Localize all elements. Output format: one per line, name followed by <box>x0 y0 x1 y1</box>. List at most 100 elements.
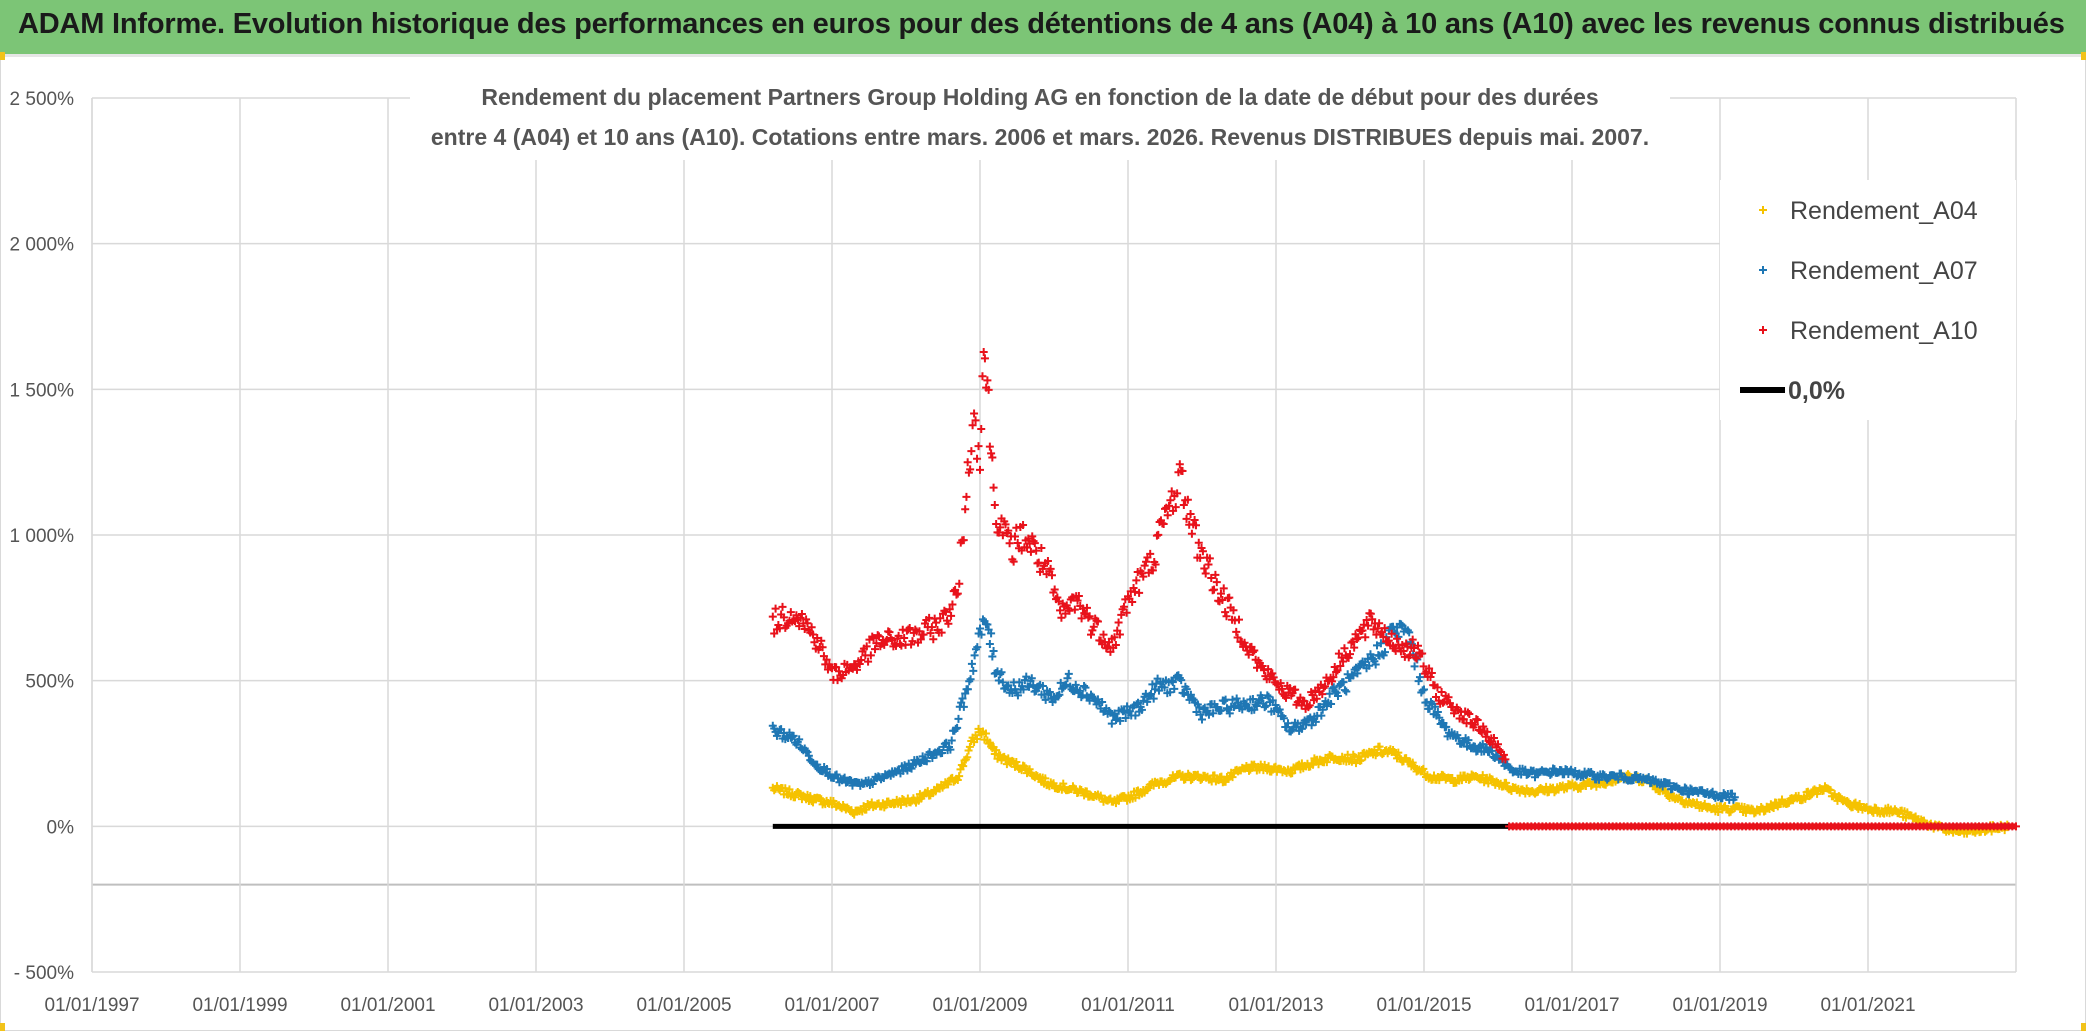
data-point <box>1175 460 1184 469</box>
corner-mark <box>0 52 5 60</box>
data-point <box>965 742 974 751</box>
data-point <box>1183 495 1192 504</box>
data-point <box>983 620 992 629</box>
data-point <box>1140 561 1149 570</box>
data-point <box>1129 583 1138 592</box>
data-point <box>1198 715 1206 724</box>
data-point <box>834 667 843 676</box>
data-point <box>1008 756 1017 765</box>
legend-label: Rendement_A07 <box>1790 257 1978 285</box>
data-point <box>1232 627 1241 636</box>
x-tick-label: 01/01/2021 <box>1820 995 1915 1016</box>
legend-marker-swatch <box>1759 206 1767 214</box>
y-tick-label: 2 500% <box>10 89 75 110</box>
data-point <box>946 745 955 754</box>
axis-labels: - 500% 0% 500% 1 000% 1 500% 2 000% 2 500% 01/0… <box>10 89 1916 1016</box>
data-point <box>1160 683 1169 692</box>
y-tick-label: 2 000% <box>10 235 75 256</box>
data-point <box>1149 694 1158 703</box>
data-point <box>810 638 819 647</box>
data-point <box>791 793 799 802</box>
data-point <box>1186 690 1195 699</box>
data-point <box>1245 766 1254 775</box>
data-point <box>1425 704 1434 713</box>
series-layer <box>768 348 2020 838</box>
x-tick-label: 01/01/1999 <box>192 995 287 1016</box>
data-point <box>768 612 777 621</box>
data-point <box>1220 696 1229 705</box>
data-point <box>1163 511 1172 520</box>
data-point <box>1093 617 1102 626</box>
data-point <box>862 805 871 814</box>
data-point <box>1502 778 1511 787</box>
data-point <box>961 689 970 698</box>
data-point <box>1268 696 1277 705</box>
data-point <box>1198 547 1207 556</box>
data-point <box>1398 640 1407 649</box>
data-point <box>1013 539 1022 548</box>
data-point <box>1250 646 1259 655</box>
data-point <box>871 645 880 654</box>
data-point <box>1339 678 1348 687</box>
data-point <box>796 613 805 622</box>
data-point <box>1431 702 1440 711</box>
data-point <box>1297 724 1306 733</box>
data-point <box>1408 635 1417 644</box>
data-point <box>1022 672 1031 681</box>
data-point <box>1229 702 1238 711</box>
data-point <box>1347 638 1356 647</box>
data-point <box>1414 677 1423 686</box>
data-point <box>1417 766 1426 775</box>
data-point <box>1111 640 1120 649</box>
data-point <box>822 655 831 664</box>
data-point <box>1029 681 1038 690</box>
data-point <box>1229 606 1238 615</box>
data-point <box>855 660 864 669</box>
data-point <box>1010 532 1019 541</box>
data-point <box>1465 709 1474 718</box>
data-point <box>1278 684 1287 693</box>
data-point <box>942 738 951 747</box>
data-point <box>1708 787 1717 796</box>
data-point <box>1329 673 1338 682</box>
data-point <box>1800 793 1809 802</box>
data-point <box>989 483 998 492</box>
data-point <box>1826 786 1835 795</box>
data-point <box>1300 697 1309 706</box>
data-point <box>962 492 971 501</box>
data-point <box>1347 757 1356 766</box>
data-point <box>1225 709 1234 718</box>
data-point <box>1494 740 1502 749</box>
data-point <box>922 757 931 766</box>
data-point <box>1358 626 1367 635</box>
data-point <box>803 619 812 628</box>
x-tick-label: 01/01/2003 <box>488 995 583 1016</box>
data-point <box>970 409 979 418</box>
data-point <box>989 647 998 656</box>
data-point <box>809 630 818 639</box>
data-point <box>1159 520 1168 529</box>
data-point <box>1009 557 1018 566</box>
data-point <box>1221 608 1230 617</box>
data-point <box>905 624 914 633</box>
data-point <box>1201 569 1210 578</box>
data-point <box>954 714 963 723</box>
data-point <box>966 675 975 684</box>
data-point <box>1075 686 1084 695</box>
data-point <box>1384 636 1393 645</box>
data-point <box>992 746 1001 755</box>
data-point <box>1329 683 1338 692</box>
data-point <box>1232 694 1241 703</box>
chart-subtitle-line2: entre 4 (A04) et 10 ans (A10). Cotations… <box>431 124 1649 150</box>
data-point <box>900 633 909 642</box>
data-point <box>1152 679 1161 688</box>
data-point <box>1238 705 1247 714</box>
data-point <box>963 458 972 467</box>
data-point <box>1233 633 1242 642</box>
data-point <box>1130 587 1139 596</box>
data-point <box>1235 615 1243 624</box>
corner-mark <box>0 1023 5 1031</box>
data-point <box>1252 701 1261 710</box>
data-point <box>1259 666 1268 675</box>
data-point <box>1571 766 1580 775</box>
